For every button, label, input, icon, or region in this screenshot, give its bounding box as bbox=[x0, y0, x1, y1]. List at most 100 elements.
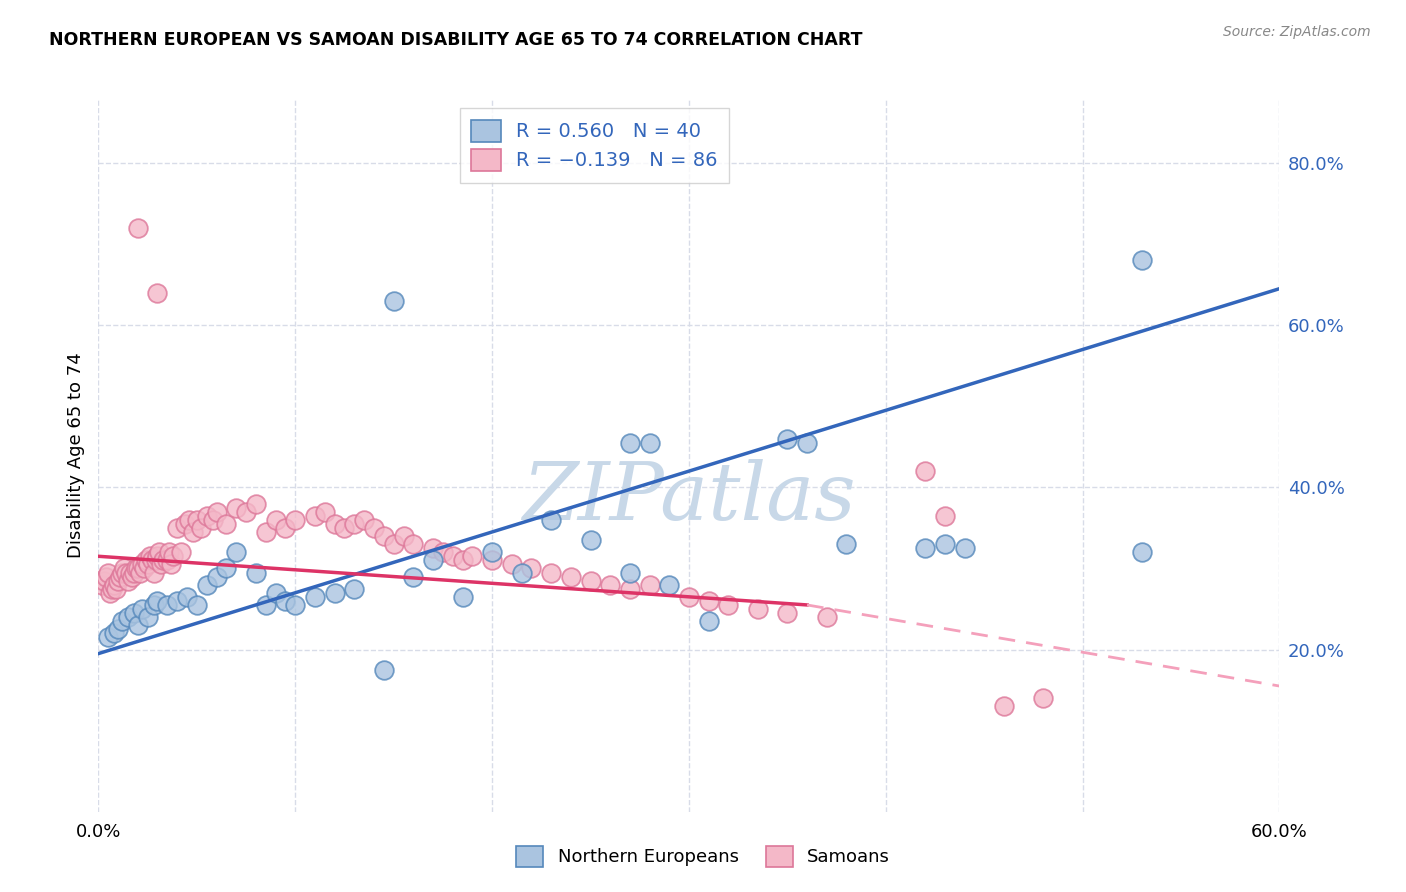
Point bbox=[177, 513, 200, 527]
Point bbox=[363, 521, 385, 535]
Point bbox=[776, 606, 799, 620]
Point bbox=[432, 545, 454, 559]
Point bbox=[1130, 253, 1153, 268]
Point bbox=[451, 590, 474, 604]
Point bbox=[934, 508, 956, 523]
Point bbox=[579, 574, 602, 588]
Point bbox=[122, 566, 145, 580]
Point bbox=[835, 537, 858, 551]
Y-axis label: Disability Age 65 to 74: Disability Age 65 to 74 bbox=[66, 352, 84, 558]
Point bbox=[540, 566, 562, 580]
Point bbox=[579, 533, 602, 547]
Point bbox=[953, 541, 976, 556]
Point bbox=[599, 577, 621, 591]
Point bbox=[162, 549, 184, 564]
Point bbox=[235, 505, 257, 519]
Point bbox=[245, 497, 267, 511]
Point bbox=[127, 618, 149, 632]
Point bbox=[697, 594, 720, 608]
Point bbox=[225, 545, 247, 559]
Point bbox=[422, 553, 444, 567]
Point bbox=[323, 586, 346, 600]
Point bbox=[619, 582, 641, 596]
Point bbox=[934, 537, 956, 551]
Point bbox=[186, 598, 208, 612]
Point bbox=[333, 521, 356, 535]
Point bbox=[148, 545, 170, 559]
Point bbox=[796, 435, 818, 450]
Point bbox=[186, 513, 208, 527]
Point bbox=[343, 516, 366, 531]
Point bbox=[678, 590, 700, 604]
Point bbox=[225, 500, 247, 515]
Point bbox=[152, 553, 174, 567]
Point bbox=[264, 513, 287, 527]
Point bbox=[747, 602, 769, 616]
Point bbox=[118, 566, 141, 580]
Point bbox=[156, 553, 179, 567]
Point bbox=[146, 549, 169, 564]
Point bbox=[382, 537, 405, 551]
Point bbox=[201, 513, 224, 527]
Point bbox=[117, 610, 139, 624]
Point bbox=[142, 566, 165, 580]
Point bbox=[776, 432, 799, 446]
Point bbox=[145, 553, 167, 567]
Point bbox=[136, 610, 159, 624]
Point bbox=[166, 594, 188, 608]
Point bbox=[150, 558, 173, 572]
Point bbox=[323, 516, 346, 531]
Point bbox=[195, 508, 218, 523]
Point bbox=[108, 569, 131, 583]
Point bbox=[501, 558, 523, 572]
Point bbox=[111, 566, 134, 580]
Point bbox=[215, 516, 238, 531]
Point bbox=[284, 598, 307, 612]
Point bbox=[97, 566, 120, 580]
Point bbox=[274, 521, 297, 535]
Point bbox=[254, 524, 277, 539]
Point bbox=[160, 558, 183, 572]
Point bbox=[107, 574, 129, 588]
Point bbox=[1032, 691, 1054, 706]
Point bbox=[195, 577, 218, 591]
Point bbox=[373, 529, 395, 543]
Point bbox=[815, 610, 838, 624]
Point bbox=[141, 553, 163, 567]
Point bbox=[117, 574, 139, 588]
Point bbox=[510, 566, 533, 580]
Point bbox=[101, 582, 124, 596]
Point bbox=[91, 577, 114, 591]
Point bbox=[717, 598, 740, 612]
Point bbox=[103, 577, 125, 591]
Point bbox=[481, 553, 503, 567]
Point bbox=[107, 622, 129, 636]
Text: NORTHERN EUROPEAN VS SAMOAN DISABILITY AGE 65 TO 74 CORRELATION CHART: NORTHERN EUROPEAN VS SAMOAN DISABILITY A… bbox=[49, 31, 863, 49]
Point bbox=[264, 586, 287, 600]
Point bbox=[619, 435, 641, 450]
Point bbox=[343, 582, 366, 596]
Point bbox=[993, 699, 1015, 714]
Point bbox=[353, 513, 375, 527]
Point bbox=[98, 586, 121, 600]
Point bbox=[382, 293, 405, 308]
Point bbox=[174, 516, 197, 531]
Point bbox=[274, 594, 297, 608]
Point bbox=[156, 598, 179, 612]
Point bbox=[170, 545, 193, 559]
Point bbox=[103, 626, 125, 640]
Point bbox=[392, 529, 415, 543]
Point bbox=[127, 220, 149, 235]
Point bbox=[697, 614, 720, 628]
Point bbox=[112, 561, 135, 575]
Point bbox=[451, 553, 474, 567]
Point bbox=[481, 545, 503, 559]
Point bbox=[93, 574, 115, 588]
Text: ZIPatlas: ZIPatlas bbox=[522, 459, 856, 536]
Point bbox=[304, 508, 326, 523]
Point bbox=[181, 524, 204, 539]
Point bbox=[135, 553, 157, 567]
Point bbox=[190, 521, 212, 535]
Point bbox=[373, 663, 395, 677]
Point bbox=[560, 569, 582, 583]
